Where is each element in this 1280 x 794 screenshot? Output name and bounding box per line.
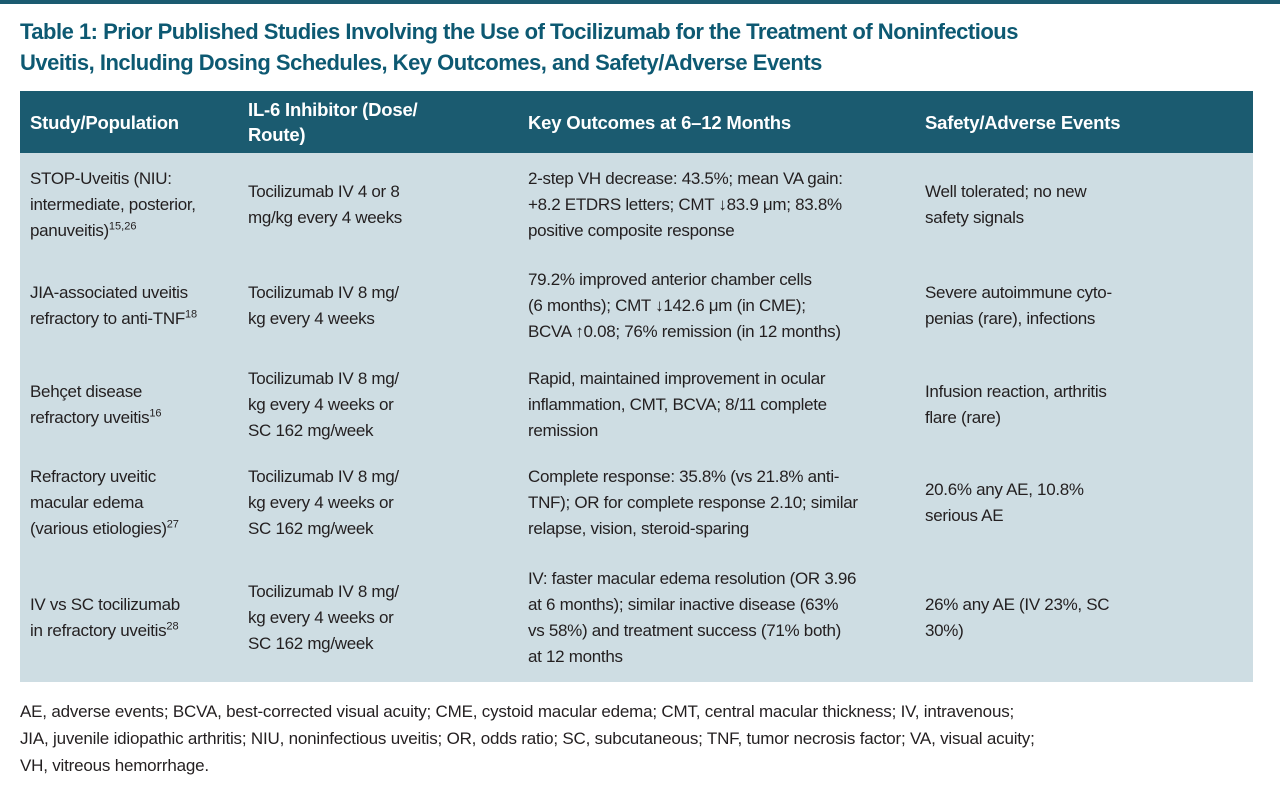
col-header-il6-inhibitor: IL-6 Inhibitor (Dose/ Route) xyxy=(238,91,518,153)
study-cell: STOP-Uveitis (NIU: intermediate, posteri… xyxy=(20,153,238,256)
dose-cell: Tocilizumab IV 8 mg/ kg every 4 weeks or… xyxy=(238,356,518,453)
col-header-study-population: Study/Population xyxy=(20,91,238,153)
dose-cell: Tocilizumab IV 8 mg/ kg every 4 weeks or… xyxy=(238,553,518,682)
reference-superscript: 27 xyxy=(166,518,179,531)
outcomes-cell: 2-step VH decrease: 43.5%; mean VA gain:… xyxy=(518,153,915,256)
study-cell: IV vs SC tocilizumab in refractory uveit… xyxy=(20,553,238,682)
reference-superscript: 28 xyxy=(166,619,179,632)
table-row: IV vs SC tocilizumab in refractory uveit… xyxy=(20,553,1253,682)
outcomes-cell: 79.2% improved anterior chamber cells (6… xyxy=(518,256,915,356)
reference-superscript: 18 xyxy=(184,308,198,321)
dose-cell: Tocilizumab IV 8 mg/ kg every 4 weeks xyxy=(238,256,518,356)
study-name: JIA-associated uveitis refractory to ant… xyxy=(30,283,188,328)
table-title: Table 1: Prior Published Studies Involvi… xyxy=(20,19,1018,75)
table-row: Behçet disease refractory uveitis16 Toci… xyxy=(20,356,1253,453)
studies-table: Study/Population IL-6 Inhibitor (Dose/ R… xyxy=(20,91,1253,682)
study-name: Refractory uveitic macular edema (variou… xyxy=(30,467,167,538)
table-row: Refractory uveitic macular edema (variou… xyxy=(20,453,1253,553)
study-name: STOP-Uveitis (NIU: intermediate, posteri… xyxy=(30,168,196,240)
table-row: JIA-associated uveitis refractory to ant… xyxy=(20,256,1253,356)
study-name: IV vs SC tocilizumab in refractory uveit… xyxy=(30,594,180,640)
col-header-key-outcomes: Key Outcomes at 6–12 Months xyxy=(518,91,915,153)
dose-cell: Tocilizumab IV 8 mg/ kg every 4 weeks or… xyxy=(238,453,518,553)
outcomes-cell: IV: faster macular edema resolution (OR … xyxy=(518,553,915,682)
header-row: Study/Population IL-6 Inhibitor (Dose/ R… xyxy=(20,91,1253,153)
reference-superscript: 15,26 xyxy=(108,219,137,232)
study-cell: JIA-associated uveitis refractory to ant… xyxy=(20,256,238,356)
col-header-safety-adverse-events: Safety/Adverse Events xyxy=(915,91,1253,153)
top-accent-rule xyxy=(0,0,1280,4)
safety-cell: Severe autoimmune cyto- penias (rare), i… xyxy=(915,256,1253,356)
safety-cell: Well tolerated; no new safety signals xyxy=(915,153,1253,256)
dose-cell: Tocilizumab IV 4 or 8 mg/kg every 4 week… xyxy=(238,153,518,256)
study-cell: Behçet disease refractory uveitis16 xyxy=(20,356,238,453)
outcomes-cell: Complete response: 35.8% (vs 21.8% anti-… xyxy=(518,453,915,553)
outcomes-cell: Rapid, maintained improvement in ocular … xyxy=(518,356,915,453)
table-row: STOP-Uveitis (NIU: intermediate, posteri… xyxy=(20,153,1253,256)
reference-superscript: 16 xyxy=(149,406,162,419)
study-name: Behçet disease refractory uveitis xyxy=(30,381,150,427)
safety-cell: 26% any AE (IV 23%, SC 30%) xyxy=(915,553,1253,682)
study-cell: Refractory uveitic macular edema (variou… xyxy=(20,453,238,553)
abbreviations-footnote: AE, adverse events; BCVA, best-corrected… xyxy=(20,702,1035,775)
safety-cell: 20.6% any AE, 10.8% serious AE xyxy=(915,453,1253,553)
safety-cell: Infusion reaction, arthritis flare (rare… xyxy=(915,356,1253,453)
